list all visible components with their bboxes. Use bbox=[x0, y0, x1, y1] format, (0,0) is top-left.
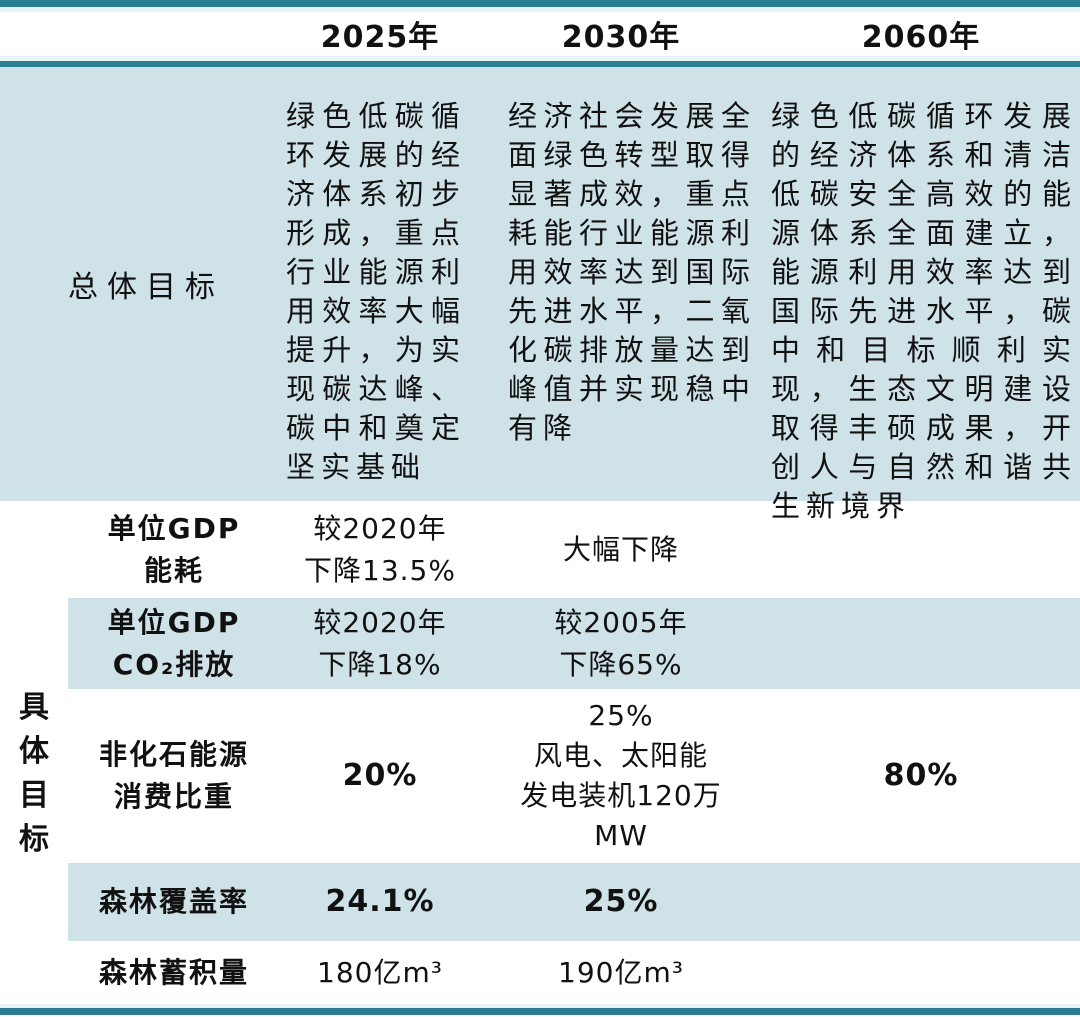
row-label-nonfossil: 非化石能源 消费比重 bbox=[98, 738, 249, 813]
row-label-gdp-energy: 单位GDP 能耗 bbox=[107, 511, 241, 587]
header-2060: 2060年 bbox=[861, 20, 981, 55]
cell-forest-coverage-2030: 25% bbox=[583, 884, 659, 919]
bottom-border-line bbox=[0, 1008, 1080, 1015]
row-forest-stock: 森林蓄积量 180亿m³ 190亿m³ bbox=[0, 941, 1080, 1004]
cell-forest-coverage-2060 bbox=[762, 863, 1080, 941]
cell-gdp-energy-2060 bbox=[762, 501, 1080, 598]
cell-forest-coverage-2025: 24.1% bbox=[325, 884, 435, 919]
top-border-light-line bbox=[0, 7, 1080, 12]
row-label-forest-stock: 森林蓄积量 bbox=[98, 955, 249, 989]
specific-goals-section: 具体目标 单位GDP 能耗 较2020年 下降13.5% 大幅下降 单位GDP … bbox=[0, 501, 1080, 1004]
row-gdp-energy-intensity: 单位GDP 能耗 较2020年 下降13.5% 大幅下降 bbox=[0, 501, 1080, 598]
cell-forest-stock-2030: 190亿m³ bbox=[558, 955, 684, 989]
overall-goal-label: 总体目标 bbox=[68, 270, 224, 305]
header-2030: 2030年 bbox=[561, 20, 681, 55]
cell-nonfossil-2025: 20% bbox=[342, 758, 418, 793]
cell-gdp-energy-2030: 大幅下降 bbox=[562, 532, 679, 566]
cell-gdp-energy-2025: 较2020年 下降13.5% bbox=[304, 511, 456, 587]
header-2025: 2025年 bbox=[320, 20, 440, 55]
row-label-gdp-co2: 单位GDP CO₂排放 bbox=[107, 605, 241, 681]
overall-goal-2060: 绿色低碳循环发展的经济体系和清洁低碳安全高效的能源体系全面建立，能源利用效率达到… bbox=[771, 99, 1077, 523]
table-header-row: 2025年 2030年 2060年 bbox=[0, 12, 1080, 56]
row-gdp-co2-emissions: 单位GDP CO₂排放 较2020年 下降18% 较2005年 下降65% bbox=[0, 598, 1080, 689]
overall-goal-2025: 绿色低碳循环发展的经济体系初步形成，重点行业能源利用效率大幅提升，为实现碳达峰、… bbox=[286, 99, 466, 484]
top-border-line bbox=[0, 0, 1080, 7]
specific-goals-vertical-label: 具体目标 bbox=[19, 690, 49, 857]
cell-gdp-co2-2030: 较2005年 下降65% bbox=[554, 605, 688, 681]
row-label-forest-coverage: 森林覆盖率 bbox=[98, 885, 249, 918]
row-forest-coverage: 森林覆盖率 24.1% 25% bbox=[0, 863, 1080, 941]
bottom-border-light-line bbox=[0, 1004, 1080, 1008]
cell-forest-stock-2025: 180亿m³ bbox=[317, 955, 443, 989]
cell-nonfossil-2060: 80% bbox=[883, 758, 959, 793]
overall-goal-row: 总体目标 绿色低碳循环发展的经济体系初步形成，重点行业能源利用效率大幅提升，为实… bbox=[0, 67, 1080, 523]
cell-gdp-co2-2060 bbox=[762, 598, 1080, 689]
header-divider-line bbox=[0, 61, 1080, 67]
overall-goal-2030: 经济社会发展全面绿色转型取得显著成效，重点耗能行业能源利用效率达到国际先进水平，… bbox=[508, 99, 756, 445]
header-divider-light-line bbox=[0, 56, 1080, 61]
cell-forest-stock-2060 bbox=[762, 941, 1080, 1004]
cell-nonfossil-2030: 25% 风电、太阳能 发电装机120万 MW bbox=[520, 699, 722, 852]
cell-gdp-co2-2025: 较2020年 下降18% bbox=[313, 605, 447, 681]
row-nonfossil-energy-share: 非化石能源 消费比重 20% 25% 风电、太阳能 发电装机120万 MW 80… bbox=[0, 689, 1080, 863]
